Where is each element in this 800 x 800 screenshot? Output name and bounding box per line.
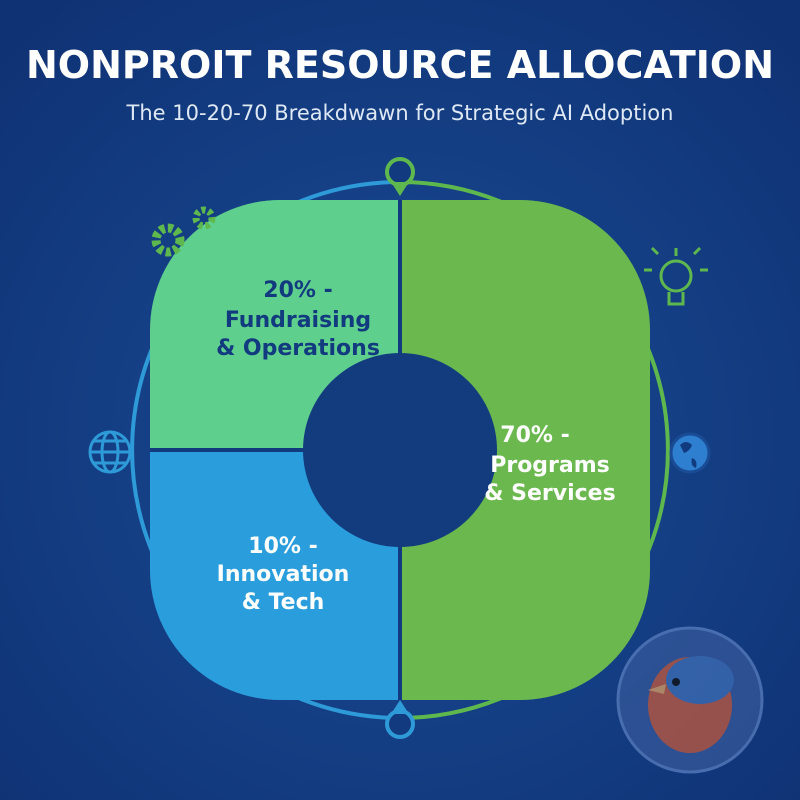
pin-top [385,157,415,196]
title: NONPROIT RESOURCE ALLOCATION [26,43,774,87]
segment-label: & Operations [216,336,380,361]
gears-icon [151,206,216,257]
segment-programs [400,200,650,700]
segment-label: Programs [490,453,610,478]
segment-label: 70% - [500,423,569,448]
subtitle: The 10-20-70 Breakdwawn for Strategic AI… [126,101,674,125]
segment-label: & Services [484,481,615,506]
center-hole [303,353,497,547]
logo-badge [616,626,764,774]
bulb-icon [644,246,708,306]
segment-label: & Tech [242,590,325,615]
segment-label: 20% - [263,278,332,303]
segment-label: Innovation [217,562,350,587]
segment-label: Fundraising [225,308,371,333]
earth-icon [669,432,711,474]
pin-bottom [385,700,415,739]
segment-label: 10% - [248,534,317,559]
globe-icon [88,430,132,474]
